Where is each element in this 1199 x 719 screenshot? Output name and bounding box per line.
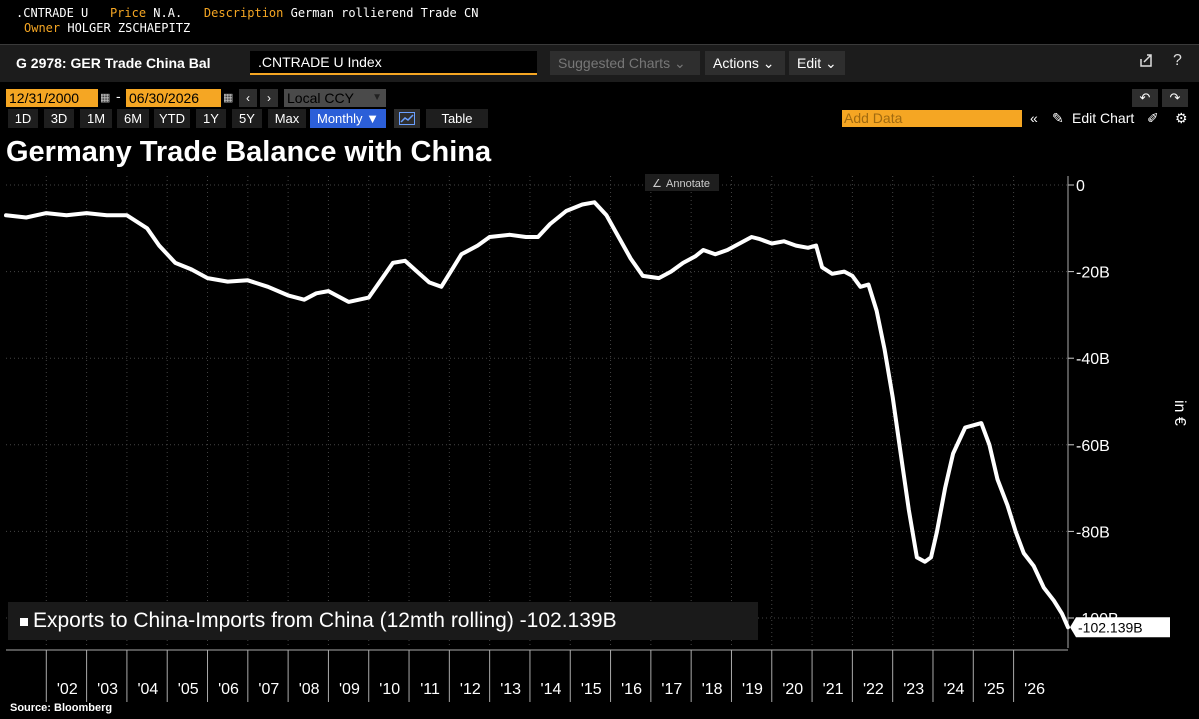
x-tick-label: '11 xyxy=(420,681,440,698)
chart-code-title: G 2978: GER Trade China Bal xyxy=(16,55,211,71)
calendar-icon[interactable]: ▦ xyxy=(100,92,111,104)
x-tick-label: '04 xyxy=(137,681,158,698)
chart-grid xyxy=(6,176,1068,648)
x-tick-label: '06 xyxy=(218,681,239,698)
calendar-icon[interactable]: ▦ xyxy=(223,92,234,104)
chevron-down-icon: ▼ xyxy=(372,92,382,103)
price-key: Price xyxy=(109,6,147,20)
owner-value: HOLGER ZSCHAEPITZ xyxy=(67,21,191,35)
currency-select[interactable]: Local CCY ▼ xyxy=(284,89,386,107)
chart-toolbar: G 2978: GER Trade China Bal .CNTRADE U I… xyxy=(0,44,1199,82)
edit-chart-button[interactable]: Edit Chart xyxy=(1072,110,1135,126)
y-tick-label: -60B xyxy=(1076,438,1110,455)
pencil-icon[interactable]: ✎ xyxy=(1052,110,1064,126)
x-tick-label: '10 xyxy=(379,681,400,698)
period-1d[interactable]: 1D xyxy=(8,109,38,128)
last-value-tag-shape xyxy=(1070,617,1170,638)
date-range-bar: 12/31/2000 ▦ - 06/30/2026 ▦ ‹ › Local CC… xyxy=(0,86,1199,108)
add-data-input[interactable]: Add Data xyxy=(842,110,1022,127)
ticker-input[interactable]: .CNTRADE U Index xyxy=(250,51,537,75)
gear-icon[interactable]: ⚙ xyxy=(1175,110,1188,126)
description-key: Description xyxy=(203,6,284,20)
price-value: N.A. xyxy=(153,6,183,20)
annotate-pencil-icon: ∠ xyxy=(652,178,662,190)
period-ytd[interactable]: YTD xyxy=(154,109,190,128)
x-tick-label: '21 xyxy=(823,681,844,698)
prev-period-button[interactable]: ‹ xyxy=(239,89,257,107)
x-tick-label: '18 xyxy=(702,681,723,698)
actions-button[interactable]: Actions ⌄ xyxy=(705,51,785,75)
legend-box xyxy=(8,602,758,640)
description-value: German rollierend Trade CN xyxy=(290,6,479,20)
end-date-field[interactable]: 06/30/2026 xyxy=(126,89,221,107)
period-1m[interactable]: 1M xyxy=(80,109,112,128)
collapse-icon[interactable]: « xyxy=(1030,110,1038,126)
series-line xyxy=(4,200,1070,630)
x-tick-label: '02 xyxy=(57,681,78,698)
ticker-label: .CNTRADE U xyxy=(16,6,89,20)
y-tick-label: -80B xyxy=(1076,524,1110,541)
frequency-select[interactable]: Monthly ▼ xyxy=(310,109,386,128)
x-tick-label: '26 xyxy=(1024,681,1045,698)
period-6m[interactable]: 6M xyxy=(117,109,149,128)
trade-balance-chart: Germany Trade Balance with China 0 -20B -4… xyxy=(4,136,1188,702)
redo-button[interactable]: ↷ xyxy=(1162,89,1188,107)
y-axis: 0-20B-40B-60B-80B-100B xyxy=(1067,176,1119,648)
x-tick-label: '20 xyxy=(782,681,803,698)
currency-value: Local CCY xyxy=(287,90,354,106)
last-value-label: -102.139B xyxy=(1078,619,1143,635)
suggested-charts-button[interactable]: Suggested Charts ⌄ xyxy=(550,51,700,75)
y-tick-label: -40B xyxy=(1076,351,1110,368)
y-tick-label: -20B xyxy=(1076,265,1110,282)
security-info-bar: .CNTRADE U Price N.A. Description German… xyxy=(0,0,1199,44)
chart-title: Germany Trade Balance with China xyxy=(6,136,492,168)
x-tick-label: '12 xyxy=(460,681,481,698)
period-1y[interactable]: 1Y xyxy=(196,109,226,128)
x-tick-label: '24 xyxy=(944,681,965,698)
period-bar: 1D 3D 1M 6M YTD 1Y 5Y Max Monthly ▼ Tabl… xyxy=(0,108,1199,129)
x-tick-label: '19 xyxy=(742,681,763,698)
y-axis-label: in € xyxy=(1171,400,1188,426)
next-period-button[interactable]: › xyxy=(260,89,278,107)
legend: Exports to China-Imports from China (12m… xyxy=(8,602,758,640)
line-chart-icon[interactable] xyxy=(394,109,420,128)
period-3d[interactable]: 3D xyxy=(44,109,74,128)
x-tick-label: '23 xyxy=(903,681,924,698)
x-tick-label: '22 xyxy=(863,681,884,698)
x-tick-label: '15 xyxy=(581,681,602,698)
date-separator: - xyxy=(116,88,121,104)
undo-button[interactable]: ↶ xyxy=(1132,89,1158,107)
help-icon[interactable]: ? xyxy=(1173,52,1182,69)
x-tick-label: '13 xyxy=(500,681,521,698)
x-tick-label: '08 xyxy=(299,681,320,698)
x-tick-label: '25 xyxy=(984,681,1005,698)
edit-button[interactable]: Edit ⌄ xyxy=(789,51,845,75)
edit-icon[interactable]: ✐ xyxy=(1147,110,1159,126)
annotate-label: Annotate xyxy=(666,178,710,190)
last-value-tag: -102.139B xyxy=(1070,617,1170,638)
y-tick-label: 0 xyxy=(1076,178,1085,195)
x-tick-label: '09 xyxy=(339,681,360,698)
x-tick-label: '03 xyxy=(97,681,118,698)
period-max[interactable]: Max xyxy=(268,109,306,128)
x-tick-label: '07 xyxy=(258,681,279,698)
export-icon[interactable] xyxy=(1138,53,1154,74)
export-icon-glyph xyxy=(1140,54,1152,67)
annotate-button[interactable]: ∠ Annotate xyxy=(645,174,719,191)
x-tick-label: '17 xyxy=(661,681,682,698)
owner-key: Owner xyxy=(24,21,61,35)
x-tick-label: '14 xyxy=(541,681,562,698)
source-note: Source: Bloomberg xyxy=(10,702,113,714)
legend-swatch xyxy=(20,618,28,626)
table-button[interactable]: Table xyxy=(426,109,488,128)
line-chart-glyph xyxy=(399,112,415,125)
x-tick-label: '05 xyxy=(178,681,199,698)
legend-text: Exports to China-Imports from China (12m… xyxy=(33,609,617,632)
x-axis: '02 '03 '04 '05 '06 '07 '08 '09 '10 '11 '12 '13 '14 '… xyxy=(6,649,1068,702)
period-5y[interactable]: 5Y xyxy=(232,109,262,128)
start-date-field[interactable]: 12/31/2000 xyxy=(6,89,98,107)
x-tick-label: '16 xyxy=(621,681,642,698)
